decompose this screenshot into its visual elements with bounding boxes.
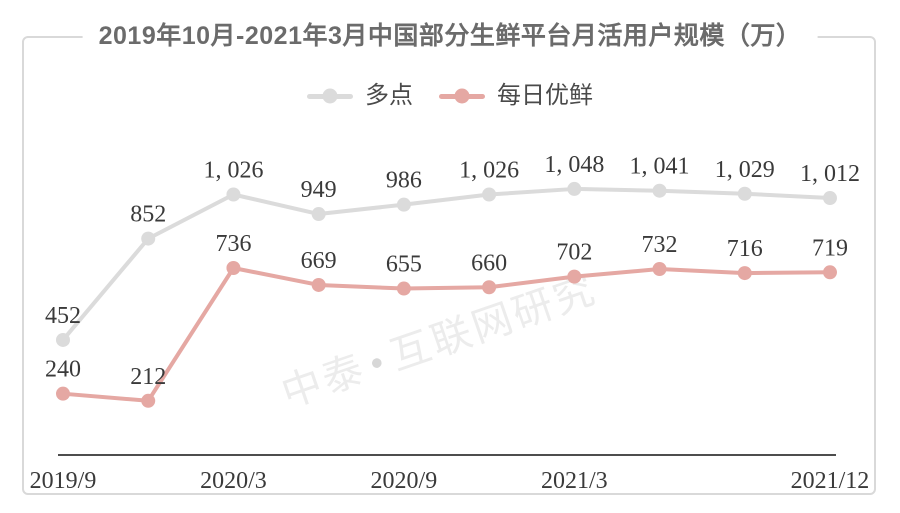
data-point [141,231,156,246]
legend-item-1: 每日优鲜 [439,84,593,108]
data-label: 212 [130,364,166,390]
data-label: 986 [386,168,422,194]
data-point [311,207,326,222]
data-label: 660 [471,250,507,276]
data-point [226,260,241,275]
x-axis-label: 2021/12 [791,468,870,494]
data-point [737,186,752,201]
data-label: 655 [386,252,422,278]
legend-line-dot-icon [307,88,353,104]
data-label: 1, 012 [800,161,860,187]
legend-label: 每日优鲜 [497,83,593,109]
data-label: 1, 029 [715,157,775,183]
data-point [396,197,411,212]
data-label: 949 [301,177,337,203]
legend: 多点 每日优鲜 [0,84,900,108]
data-point [567,181,582,196]
data-label: 1, 026 [459,158,519,184]
series-line-0 [61,186,832,342]
data-label: 719 [812,235,848,261]
data-point [141,393,156,408]
series-line-1 [61,265,832,403]
data-point [567,269,582,284]
data-point [482,280,497,295]
data-point [652,183,667,198]
legend-item-0: 多点 [307,84,413,108]
data-label: 852 [130,202,166,228]
legend-label: 多点 [365,83,413,109]
data-point [482,187,497,202]
legend-dot-icon [454,88,470,104]
data-label: 1, 026 [203,158,263,184]
legend-line-dot-icon [439,88,485,104]
data-label: 736 [215,231,251,257]
x-axis-label: 2020/3 [200,468,267,494]
data-point [56,386,70,401]
data-point [822,265,837,280]
data-label: 1, 041 [630,154,690,180]
data-point [226,187,241,202]
chart-title: 2019年10月-2021年3月中国部分生鲜平台月活用户规模（万） [82,22,818,51]
x-axis-label: 2021/3 [541,468,608,494]
data-label: 702 [556,240,592,266]
x-axis-label: 2019/9 [30,468,97,494]
data-label: 1, 048 [544,152,604,178]
data-label: 669 [301,248,337,274]
data-label: 240 [45,357,81,383]
data-label: 732 [642,232,678,258]
x-axis-label: 2020/9 [371,468,438,494]
data-point [652,262,667,277]
data-label: 716 [727,236,763,262]
data-point [737,266,752,281]
data-point [396,281,411,296]
legend-dot-icon [322,88,338,104]
data-point [311,277,326,292]
data-point [56,332,70,347]
data-label: 452 [45,303,81,329]
data-point [822,191,837,206]
